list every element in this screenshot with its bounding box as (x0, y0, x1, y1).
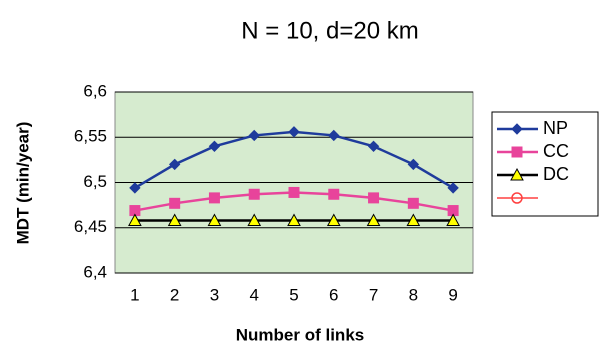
x-tick-label: 1 (130, 285, 139, 304)
point (207, 213, 222, 227)
legend-label: NP (543, 118, 568, 138)
point (446, 213, 460, 227)
point (407, 158, 420, 171)
point (247, 213, 262, 227)
point (406, 213, 421, 227)
point (407, 197, 419, 209)
point (248, 188, 260, 200)
chart-title: N = 10, d=20 km (241, 17, 418, 44)
legend-marker (511, 123, 523, 135)
x-tick-label: 7 (369, 285, 378, 304)
point (447, 182, 459, 194)
x-tick-label: 8 (409, 285, 418, 304)
point (366, 213, 381, 227)
point (248, 129, 260, 142)
legend-label: CC (543, 141, 569, 161)
point (368, 192, 380, 204)
point (169, 197, 181, 209)
x-tick-label: 5 (289, 285, 298, 304)
point (208, 140, 221, 153)
point (288, 186, 300, 198)
point (129, 182, 141, 194)
point (208, 192, 220, 204)
point (128, 213, 142, 227)
legend-marker (511, 192, 523, 204)
y-tick-label: 6,5 (83, 172, 107, 191)
legend-marker (510, 167, 524, 181)
x-tick-label: 4 (249, 285, 258, 304)
x-tick-label: 6 (329, 285, 338, 304)
point (288, 126, 300, 138)
point (326, 213, 341, 227)
legend-label: DC (543, 164, 569, 184)
y-tick-label: 6,55 (74, 127, 107, 146)
y-tick-label: 6,6 (83, 81, 107, 100)
point (328, 188, 340, 200)
x-axis-label: Number of links (236, 325, 364, 344)
point (168, 158, 181, 171)
legend-marker (511, 146, 523, 158)
point (328, 129, 340, 142)
y-axis-label: MDT (min/year) (13, 122, 32, 245)
x-tick-label: 2 (170, 285, 179, 304)
point (367, 140, 380, 153)
point (287, 213, 301, 227)
x-tick-label: 9 (448, 285, 457, 304)
x-tick-label: 3 (210, 285, 219, 304)
point (167, 213, 182, 227)
y-tick-label: 6,45 (74, 217, 107, 236)
y-tick-label: 6,4 (83, 262, 107, 281)
